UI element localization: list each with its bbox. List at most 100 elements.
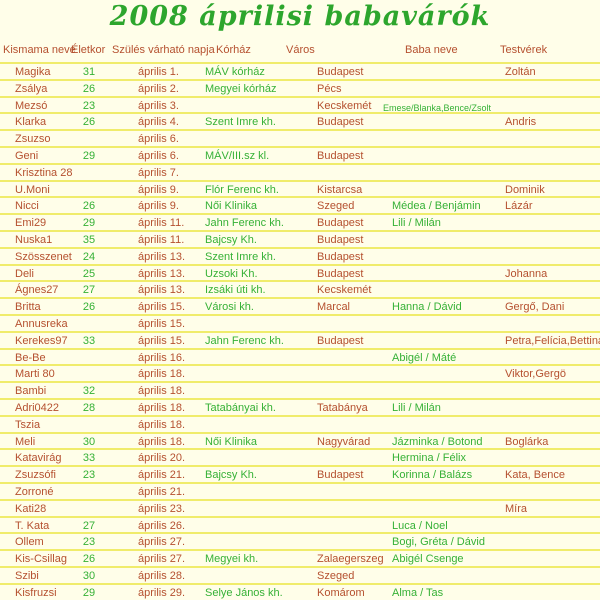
cell-varos: Budapest bbox=[317, 334, 364, 347]
table-row: Kerekes97 33 április 15. Jahn Ferenc kh. Bud… bbox=[0, 333, 600, 350]
cell-kismama-neve: Szibi bbox=[15, 569, 39, 582]
cell-szules-napja: április 21. bbox=[138, 485, 186, 498]
cell-kismama-neve: Zorroné bbox=[15, 485, 54, 498]
cell-eletkor: 29 bbox=[82, 217, 96, 230]
cell-testverek: Viktor,Gergö bbox=[505, 368, 566, 381]
table-row: Zorroné április 21. bbox=[0, 484, 600, 501]
column-header-szules-varhato-napja: Szülés várható napja bbox=[112, 44, 215, 56]
cell-kismama-neve: Katavirág bbox=[15, 452, 62, 465]
cell-szules-napja: április 18. bbox=[138, 401, 186, 414]
cell-szules-napja: április 6. bbox=[138, 149, 179, 162]
cell-szules-napja: április 21. bbox=[138, 469, 186, 482]
table-row: Kati28 április 23. Míra bbox=[0, 501, 600, 518]
cell-eletkor: 29 bbox=[82, 149, 96, 162]
cell-kismama-neve: Magika bbox=[15, 66, 51, 78]
cell-korhaz: Izsáki úti kh. bbox=[205, 284, 266, 297]
cell-baba-neve: Hermina / Félix bbox=[392, 452, 466, 465]
cell-eletkor: 26 bbox=[82, 301, 96, 314]
cell-varos: Budapest bbox=[317, 66, 364, 78]
cell-szules-napja: április 18. bbox=[138, 435, 186, 448]
cell-eletkor: 30 bbox=[82, 569, 96, 582]
cell-varos: Budapest bbox=[317, 267, 364, 280]
cell-testverek: Lázár bbox=[505, 200, 533, 213]
cell-eletkor: 26 bbox=[82, 116, 96, 129]
cell-kismama-neve: Kati28 bbox=[15, 502, 47, 515]
cell-baba-neve: Luca / Noel bbox=[392, 519, 448, 532]
cell-varos: Budapest bbox=[317, 116, 364, 129]
cell-varos: Budapest bbox=[317, 233, 364, 246]
table-row: Zsálya 26 április 2. Megyei kórház Pécs bbox=[0, 81, 600, 98]
cell-varos: Szeged bbox=[317, 200, 355, 213]
column-header-baba-neve: Baba neve bbox=[405, 44, 458, 56]
column-header-eletkor: Életkor bbox=[71, 44, 106, 56]
cell-szules-napja: április 3. bbox=[138, 99, 179, 112]
table-row: Deli 25 április 13. Uzsoki Kh. Budapest Johan… bbox=[0, 266, 600, 283]
cell-kismama-neve: Kis-Csillag bbox=[15, 553, 67, 566]
table-row: Kisfruzsi 29 április 29. Selye János kh. Kom… bbox=[0, 585, 600, 600]
cell-korhaz: Selye János kh. bbox=[205, 586, 283, 599]
cell-baba-neve: Alma / Tas bbox=[392, 586, 444, 599]
cell-eletkor: 23 bbox=[82, 469, 96, 482]
cell-eletkor: 27 bbox=[82, 284, 96, 297]
cell-szules-napja: április 4. bbox=[138, 116, 179, 129]
cell-kismama-neve: Ollem bbox=[15, 536, 44, 549]
cell-szules-napja: április 18. bbox=[138, 418, 186, 431]
table-row: Nicci 26 április 9. Női Klinika Szeged Médea … bbox=[0, 198, 600, 216]
cell-kismama-neve: Meli bbox=[15, 435, 36, 448]
cell-baba-neve: Lili / Milán bbox=[392, 217, 441, 230]
cell-testverek: Míra bbox=[505, 502, 527, 515]
cell-szules-napja: április 13. bbox=[138, 250, 186, 263]
cell-kismama-neve: Zsuzsófi bbox=[15, 469, 56, 482]
cell-korhaz: Női Klinika bbox=[205, 200, 257, 213]
table-body: Magika 31 április 1. MÁV kórház Budapest Zolt… bbox=[0, 62, 600, 600]
column-header-testverek: Testvérek bbox=[500, 44, 548, 56]
cell-szules-napja: április 15. bbox=[138, 334, 186, 347]
table-row: Magika 31 április 1. MÁV kórház Budapest Zolt… bbox=[0, 64, 600, 81]
cell-kismama-neve: Emi29 bbox=[15, 217, 47, 230]
cell-korhaz: Bajcsy Kh. bbox=[205, 233, 257, 246]
cell-testverek: Petra,Felícia,Bettina bbox=[505, 334, 600, 347]
cell-eletkor: 26 bbox=[82, 553, 96, 566]
cell-eletkor: 32 bbox=[82, 385, 96, 398]
cell-eletkor: 33 bbox=[82, 452, 96, 465]
table-row: Zsuzso április 6. bbox=[0, 131, 600, 148]
cell-korhaz: Flór Ferenc kh. bbox=[205, 183, 279, 196]
cell-kismama-neve: Bambi bbox=[15, 385, 47, 398]
table-row: Krisztina 28 április 7. bbox=[0, 165, 600, 182]
table-row: T. Kata 27 április 26. Luca / Noel bbox=[0, 518, 600, 535]
cell-szules-napja: április 7. bbox=[138, 166, 179, 179]
cell-szules-napja: április 13. bbox=[138, 284, 186, 297]
cell-varos: Nagyvárad bbox=[317, 435, 371, 448]
cell-korhaz: Jahn Ferenc kh. bbox=[205, 217, 284, 230]
cell-eletkor: 23 bbox=[82, 536, 96, 549]
cell-szules-napja: április 2. bbox=[138, 82, 179, 95]
cell-kismama-neve: Krisztina 28 bbox=[15, 166, 73, 179]
table-row: Emi29 29 április 11. Jahn Ferenc kh. Budapes… bbox=[0, 215, 600, 232]
cell-eletkor: 24 bbox=[82, 250, 96, 263]
cell-varos: Pécs bbox=[317, 82, 342, 95]
column-header-varos: Város bbox=[286, 44, 315, 56]
table-row: U.Moni április 9. Flór Ferenc kh. Kistarcsa… bbox=[0, 182, 600, 199]
cell-korhaz: Bajcsy Kh. bbox=[205, 469, 257, 482]
table-row: Annusreka április 15. bbox=[0, 316, 600, 333]
cell-szules-napja: április 15. bbox=[138, 301, 186, 314]
cell-kismama-neve: Klarka bbox=[15, 116, 47, 129]
cell-szules-napja: április 9. bbox=[138, 183, 179, 196]
cell-kismama-neve: U.Moni bbox=[15, 183, 50, 196]
cell-korhaz: MÁV kórház bbox=[205, 66, 265, 78]
table-row: Be-Be április 16. Abigél / Máté bbox=[0, 350, 600, 367]
table-row: Mezsó 23 április 3. Kecskemét Emese/Blanka,B… bbox=[0, 98, 600, 115]
cell-testverek: Dominik bbox=[505, 183, 545, 196]
cell-szules-napja: április 18. bbox=[138, 368, 186, 381]
cell-szules-napja: április 23. bbox=[138, 502, 186, 515]
cell-varos: Komárom bbox=[317, 586, 365, 599]
cell-eletkor: 27 bbox=[82, 519, 96, 532]
cell-varos: Budapest bbox=[317, 149, 364, 162]
cell-eletkor: 23 bbox=[82, 99, 96, 112]
table-row: Adri0422 28 április 18. Tatabányai kh. Tatab… bbox=[0, 400, 600, 417]
cell-szules-napja: április 9. bbox=[138, 200, 179, 213]
cell-kismama-neve: Geni bbox=[15, 149, 39, 162]
cell-korhaz: Szent Imre kh. bbox=[205, 250, 276, 263]
cell-eletkor: 30 bbox=[82, 435, 96, 448]
